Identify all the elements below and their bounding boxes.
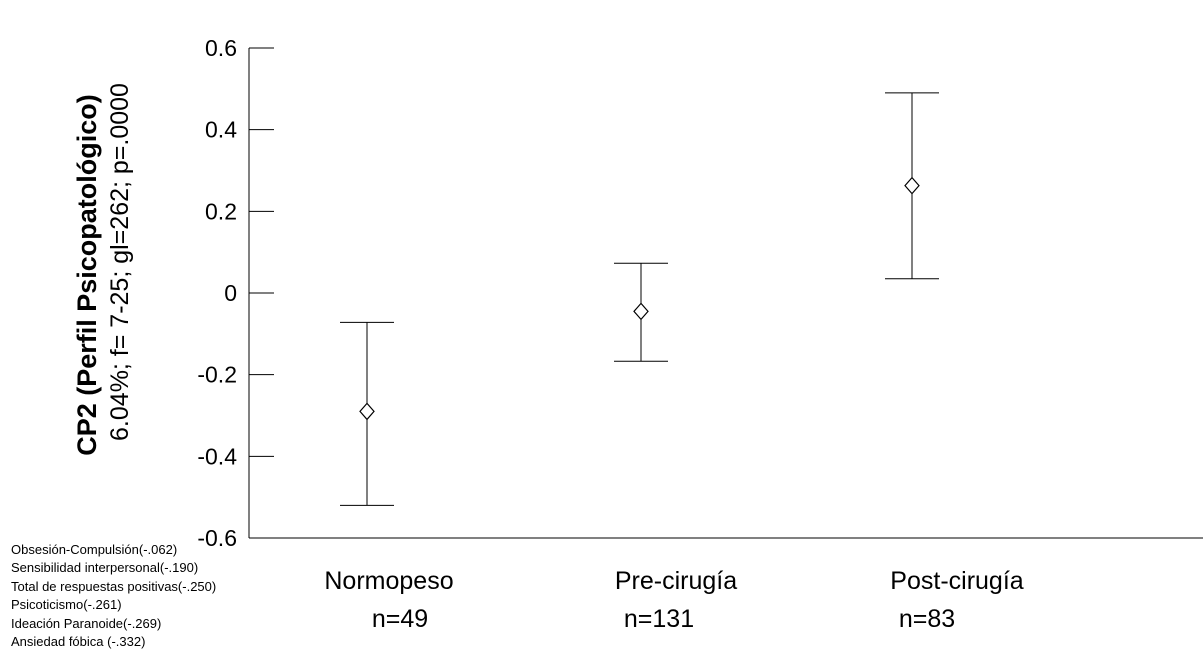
mean-diamond-marker bbox=[633, 302, 649, 321]
sample-size-label: n=131 bbox=[624, 605, 694, 633]
variable-loading-item: Psicoticismo(-.261) bbox=[11, 597, 122, 613]
mean-diamond-marker bbox=[359, 402, 375, 421]
variable-loading-item: Sensibilidad interpersonal(-.190) bbox=[11, 560, 199, 576]
error-bar bbox=[340, 321, 394, 506]
category-label: Pre-cirugía bbox=[615, 567, 737, 595]
sample-size-label: n=83 bbox=[899, 605, 955, 633]
variable-loading-item: Ansiedad fóbica (-.332) bbox=[11, 634, 146, 650]
y-axis-title: CP2 (Perfil Psicopatológico) 6.04%; f= 7… bbox=[72, 83, 134, 456]
variable-loading-item: Ideación Paranoide(-.269) bbox=[11, 615, 162, 631]
error-bar bbox=[614, 262, 668, 362]
y-tick-label: 0 bbox=[224, 280, 237, 306]
error-bar bbox=[885, 92, 939, 280]
category-label: Post-cirugía bbox=[890, 567, 1023, 595]
variable-loadings-list: Obsesión-Compulsión(-.062) Sensibilidad i… bbox=[11, 541, 216, 651]
y-axis-label: CP2 (Perfil Psicopatológico) bbox=[72, 94, 102, 456]
error-bars bbox=[340, 92, 939, 506]
variable-loading-item: Obsesión-Compulsión(-.062) bbox=[11, 542, 178, 557]
category-labels: Normopeso n=49 Pre-cirugía n=131 Post-cirugí… bbox=[324, 567, 1023, 633]
y-tick-label: -0.6 bbox=[197, 525, 237, 551]
y-tick-label: 0.4 bbox=[205, 117, 237, 143]
y-tick-label: -0.2 bbox=[197, 362, 237, 388]
y-tick-label: -0.4 bbox=[197, 443, 237, 469]
category-label: Normopeso bbox=[324, 567, 453, 595]
y-tick-label: 0.6 bbox=[205, 35, 237, 61]
mean-diamond-marker bbox=[904, 176, 920, 195]
variable-loading-item: Total de respuestas positivas(-.250) bbox=[11, 578, 217, 594]
y-axis-sublabel: 6.04%; f= 7-25; gl=262; p=.0000 bbox=[106, 83, 134, 441]
sample-size-label: n=49 bbox=[372, 605, 428, 633]
y-ticks: 0.6 0.4 0.2 0 -0.2 -0.4 -0.6 bbox=[197, 35, 274, 551]
y-tick-label: 0.2 bbox=[205, 198, 237, 224]
